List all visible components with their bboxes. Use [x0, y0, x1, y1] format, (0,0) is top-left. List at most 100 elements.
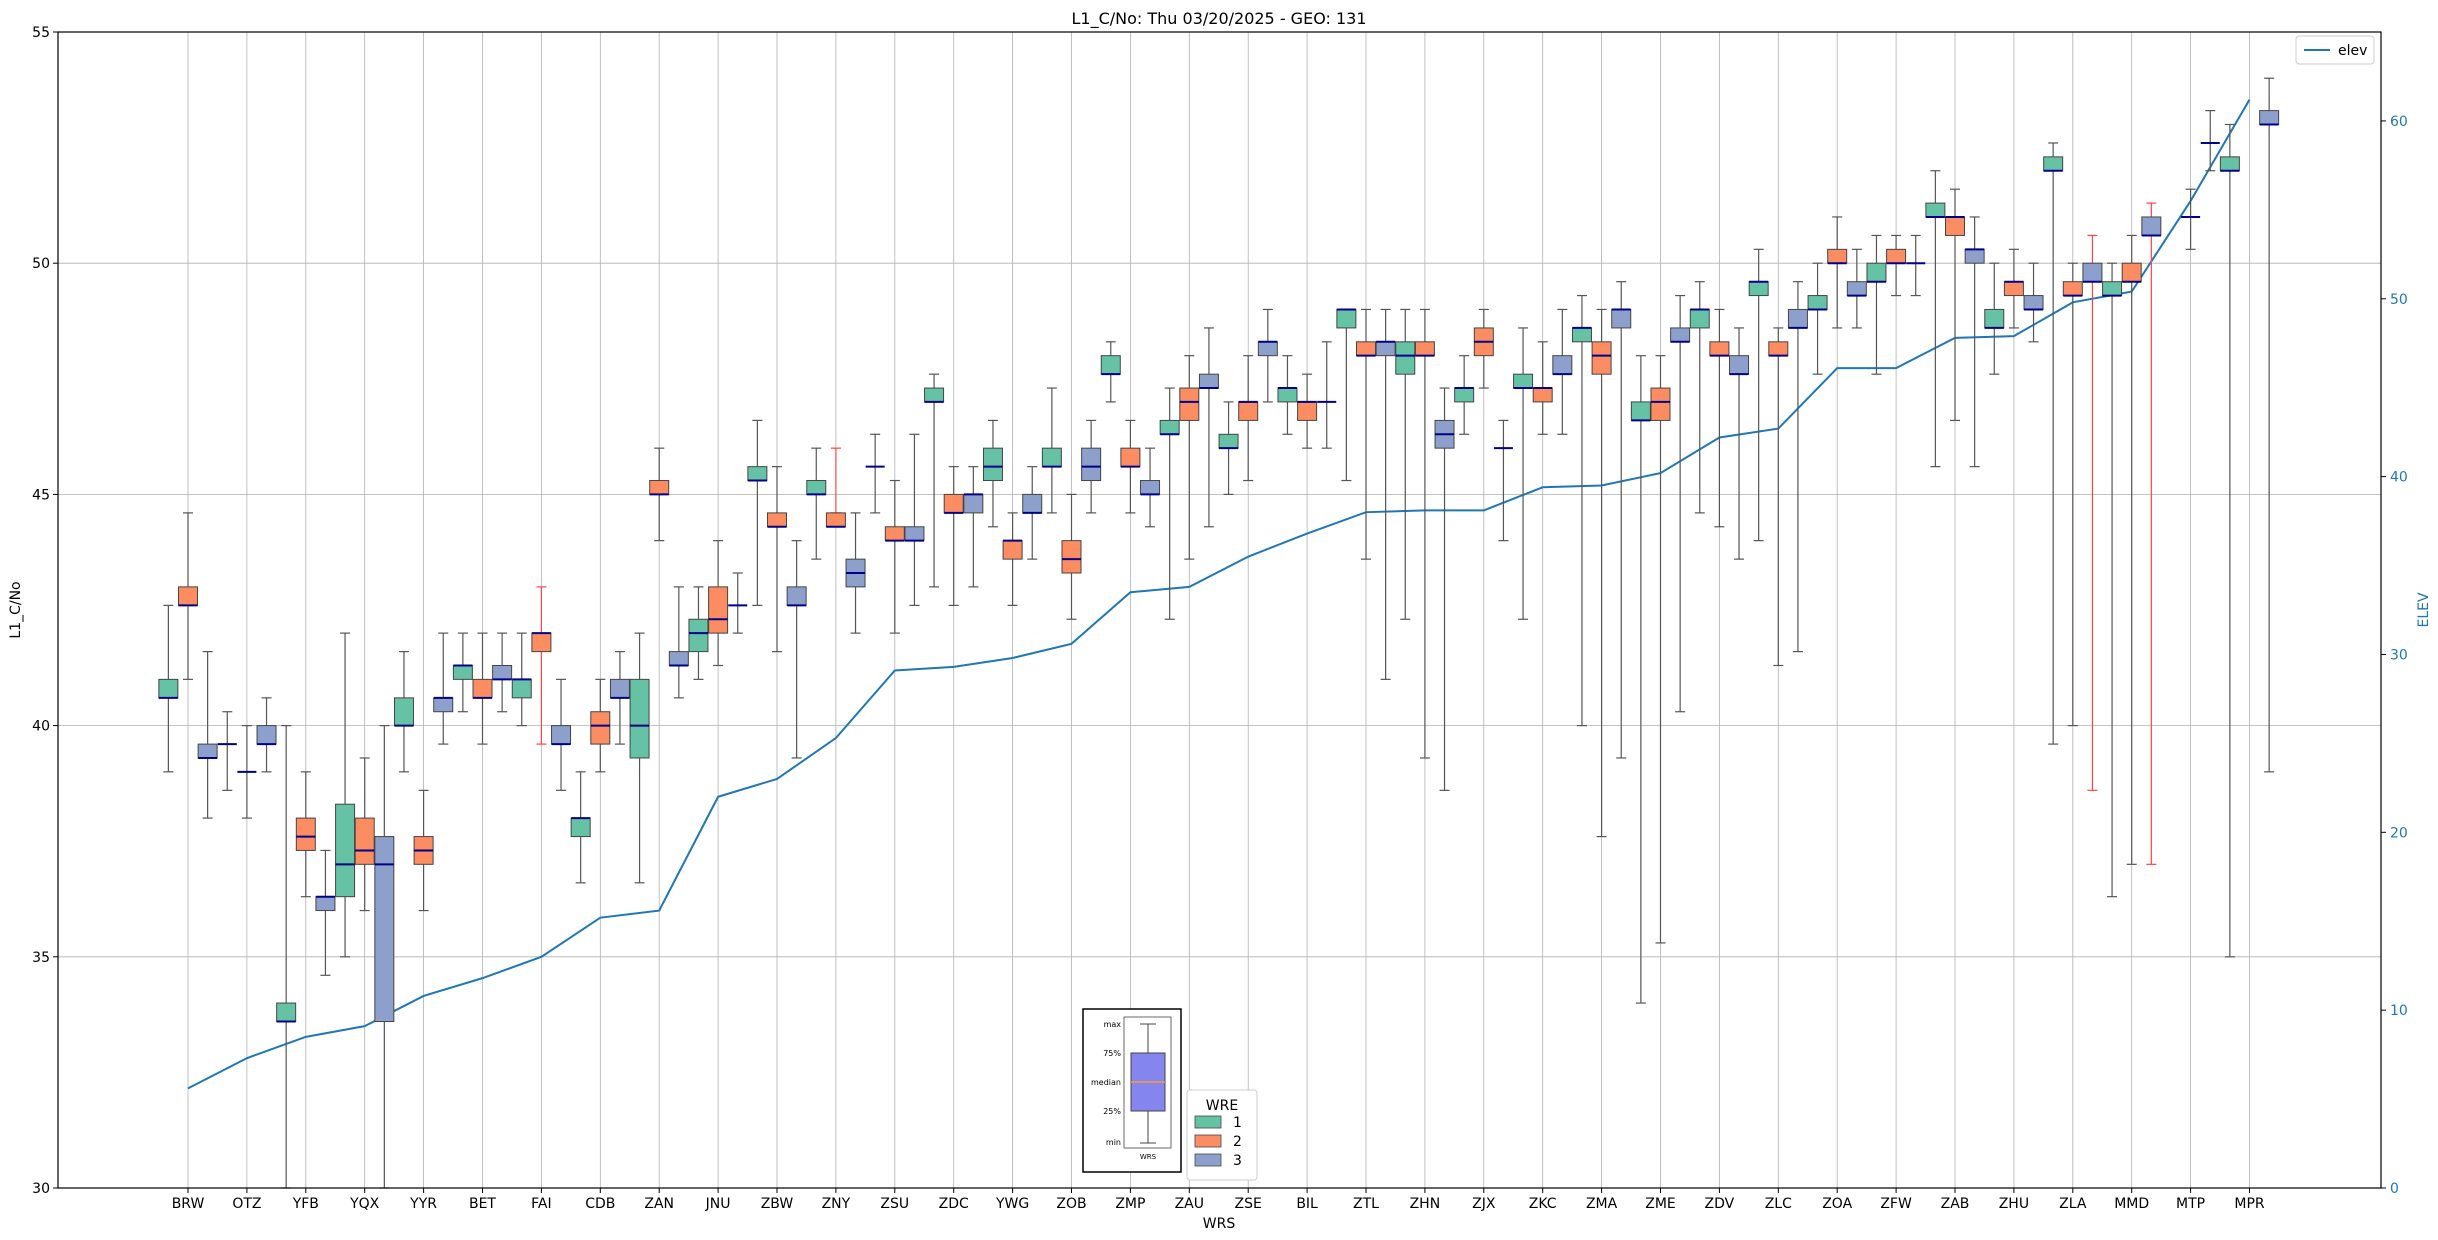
- x-tick-label: ZAB: [1941, 1196, 1970, 1212]
- box-zau-wre3: [1198, 327, 1219, 528]
- wre-legend-label: 1: [1233, 1115, 1242, 1131]
- box-iqr: [315, 896, 336, 912]
- box-ztl-wre3: [1375, 308, 1396, 680]
- box-iqr: [1768, 341, 1789, 357]
- box-iqr: [1552, 355, 1573, 375]
- right-y-tick-label: 50: [2390, 292, 2408, 308]
- box-zse-wre2: [1238, 355, 1259, 482]
- box-ywg-wre2: [1002, 512, 1023, 606]
- box-zhn-wre2: [1414, 308, 1435, 759]
- box-explainer-inset: max 75% median 25% min WRS: [1082, 1008, 1182, 1173]
- box-iqr: [2121, 262, 2142, 283]
- box-iqr: [2023, 295, 2044, 310]
- box-yyr-wre2: [413, 789, 434, 912]
- x-tick-label: ZDV: [1705, 1196, 1735, 1212]
- x-tick-label: MPR: [2234, 1196, 2265, 1212]
- box-iqr: [393, 697, 414, 727]
- x-tick-label: ZSE: [1235, 1196, 1262, 1212]
- x-tick-label: YWG: [995, 1196, 1029, 1212]
- box-iqr: [2141, 216, 2162, 236]
- box-cdb-wre3: [609, 651, 630, 745]
- box-otz-wre2: [237, 724, 257, 819]
- box-iqr: [158, 678, 179, 699]
- box-ztl-wre2: [1356, 308, 1376, 560]
- box-yyr-wre1: [393, 651, 414, 773]
- box-iqr: [531, 632, 552, 653]
- x-tick-label: ZAU: [1175, 1196, 1204, 1212]
- grid-lines: [58, 31, 2381, 1189]
- box-zhu-wre2: [2003, 248, 2024, 329]
- box-iqr: [590, 711, 611, 745]
- box-iqr: [197, 743, 218, 759]
- box-zla-wre2: [2062, 262, 2083, 727]
- y-tick-label: 35: [32, 950, 50, 966]
- box-iqr: [256, 725, 277, 745]
- box-mmd-wre3: [2141, 202, 2162, 865]
- y-tick-label: 45: [32, 487, 50, 503]
- inset-axes: [1123, 1016, 1172, 1149]
- box-iqr: [767, 512, 787, 528]
- x-tick-label: ZFW: [1880, 1196, 1912, 1212]
- box-iqr: [1689, 308, 1710, 329]
- box-zme-wre2: [1650, 355, 1671, 944]
- box-iqr: [688, 618, 709, 653]
- x-tick-label: ZTL: [1353, 1196, 1379, 1212]
- right-y-tick-label: 60: [2390, 114, 2408, 130]
- box-iqr: [1925, 202, 1946, 218]
- x-tick-label: YFB: [292, 1196, 319, 1212]
- box-zmp-wre2: [1120, 419, 1141, 514]
- box-iqr: [2062, 281, 2083, 297]
- right-y-tick-label: 30: [2390, 647, 2408, 663]
- box-zhu-wre3: [2023, 262, 2044, 343]
- box-iqr: [629, 678, 650, 759]
- x-tick-label: YYR: [409, 1196, 437, 1212]
- box-iqr: [1827, 248, 1848, 264]
- box-zma-wre2: [1591, 308, 1612, 838]
- box-iqr: [982, 447, 1003, 482]
- inset-label-min: min: [1106, 1138, 1121, 1147]
- box-zme-wre3: [1670, 294, 1691, 713]
- box-iqr: [1218, 433, 1239, 449]
- x-tick-label: ZME: [1645, 1196, 1676, 1212]
- box-zdc-wre2: [943, 466, 964, 606]
- box-yfb-wre3: [315, 849, 336, 976]
- x-tick-label: FAI: [531, 1196, 551, 1212]
- box-zab-wre2: [1945, 188, 1965, 422]
- box-zsu-wre2: [884, 479, 905, 634]
- inset-label-max: max: [1104, 1020, 1122, 1029]
- box-iqr: [1375, 341, 1396, 357]
- right-y-tick-label: 40: [2390, 470, 2408, 486]
- box-zab-wre1: [1925, 170, 1946, 468]
- box-zny-wre2: [825, 447, 846, 528]
- box-fai-wre2: [531, 586, 552, 745]
- box-iqr: [2043, 156, 2064, 172]
- box-otz-wre3: [256, 697, 277, 773]
- box-iqr: [1807, 295, 1828, 310]
- box-mmd-wre1: [2102, 262, 2123, 898]
- box-bet-wre1: [452, 632, 473, 713]
- box-iqr: [1297, 401, 1318, 421]
- right-y-tick-label: 0: [2390, 1181, 2399, 1197]
- box-iqr: [825, 512, 846, 528]
- box-zob-wre3: [1081, 419, 1102, 514]
- box-iqr: [492, 664, 513, 680]
- box-iqr: [1414, 341, 1435, 357]
- box-iqr: [2259, 110, 2280, 125]
- box-brw-wre1: [158, 604, 179, 773]
- box-zfw-wre2: [1886, 234, 1907, 297]
- y-tick-label: 50: [32, 256, 50, 272]
- box-zfw-wre3: [1906, 234, 1926, 297]
- box-iqr: [1454, 387, 1475, 403]
- box-iqr: [943, 493, 964, 514]
- box-zjx-wre3: [1493, 419, 1513, 542]
- box-zan-wre1: [629, 632, 650, 884]
- box-zhn-wre1: [1395, 308, 1416, 620]
- x-tick-label: ZJX: [1472, 1196, 1496, 1212]
- box-ywg-wre3: [1022, 466, 1043, 560]
- chart-title: L1_C/No: Thu 03/20/2025 - GEO: 131: [1071, 9, 1366, 29]
- box-iqr: [1238, 401, 1259, 421]
- box-iqr: [1729, 355, 1750, 375]
- box-iqr: [1159, 419, 1180, 435]
- box-jnu-wre1: [688, 586, 709, 680]
- box-mtp-wre2: [2181, 188, 2201, 250]
